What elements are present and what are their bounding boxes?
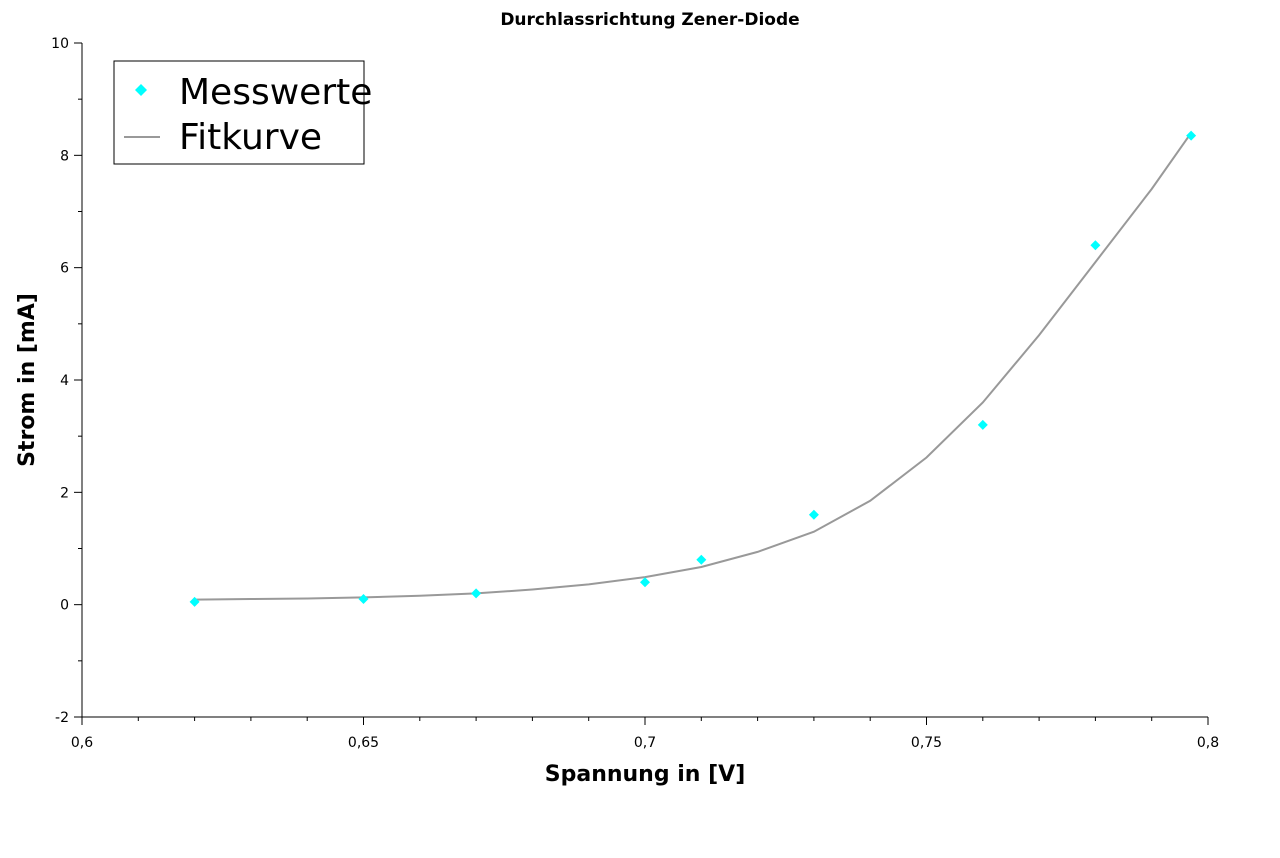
y-tick-label: 0 xyxy=(60,598,69,614)
data-point xyxy=(471,588,482,599)
legend-label-fitkurve: Fitkurve xyxy=(179,117,322,158)
y-axis-label: Strom in [mA] xyxy=(15,293,40,467)
y-tick-label: 8 xyxy=(60,148,69,164)
legend: Messwerte Fitkurve xyxy=(113,60,372,165)
y-tick-label: -2 xyxy=(55,710,69,726)
x-tick-label: 0,6 xyxy=(71,735,93,751)
x-tick-label: 0,8 xyxy=(1197,735,1219,751)
y-tick-label: 10 xyxy=(51,36,69,52)
data-point xyxy=(977,419,988,430)
x-tick-label: 0,65 xyxy=(348,735,379,751)
legend-marker-messwerte xyxy=(135,84,147,96)
x-axis-label: Spannung in [V] xyxy=(545,762,746,787)
legend-box xyxy=(113,60,365,165)
plot-area: -2 0 2 4 6 8 10 0,6 0,65 0,7 0,75 0,8 xyxy=(51,36,1219,751)
data-point xyxy=(189,596,200,607)
x-tick-label: 0,75 xyxy=(911,735,942,751)
y-tick-label: 4 xyxy=(60,373,69,389)
legend-label-messwerte: Messwerte xyxy=(179,72,372,113)
data-point xyxy=(1186,130,1197,141)
data-point xyxy=(358,594,369,605)
y-tick-label: 2 xyxy=(60,485,69,501)
data-point xyxy=(640,577,650,588)
chart-title: Durchlassrichtung Zener-Diode xyxy=(500,10,799,30)
data-point xyxy=(1090,240,1101,251)
data-point xyxy=(696,554,707,565)
fit-curve xyxy=(194,132,1192,601)
y-tick-label: 6 xyxy=(60,261,69,277)
data-point xyxy=(808,509,819,520)
x-tick-label: 0,7 xyxy=(634,735,656,751)
